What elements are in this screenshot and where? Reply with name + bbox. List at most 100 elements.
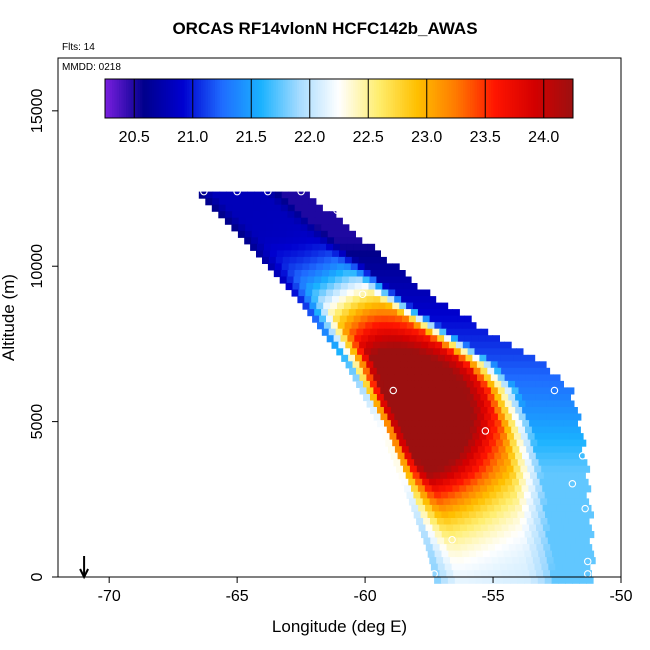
heatmap-cell [404,407,413,415]
heatmap-cell [458,465,466,473]
heatmap-cell [425,407,433,415]
heatmap-cell [293,230,301,238]
heatmap-cell [531,550,539,558]
heatmap-cell [448,531,457,539]
heatmap-cell [464,537,473,545]
heatmap-cell [534,537,542,545]
heatmap-cell [397,328,406,336]
heatmap-cell [469,531,477,539]
heatmap-cell [440,472,448,480]
colorbar-swatch [383,79,387,118]
colorbar-tick-label: 21.5 [236,129,267,146]
heatmap-cell [404,452,412,460]
heatmap-cell [542,524,551,532]
heatmap-cell [513,465,521,473]
heatmap-cell [471,518,479,526]
heatmap-cell [377,420,385,428]
heatmap-cell [478,335,487,343]
heatmap-cell [373,296,381,304]
heatmap-cell [550,570,558,578]
colorbar-swatch [193,79,197,118]
heatmap-cell [502,472,510,480]
heatmap-cell [564,544,572,552]
heatmap-cell [373,374,381,382]
heatmap-cell [400,341,409,349]
heatmap-cell [259,217,267,225]
heatmap-cell [539,557,548,565]
heatmap-cell [401,374,409,382]
heatmap-cell [487,367,495,375]
heatmap-cell [335,328,344,336]
colorbar-swatch [245,79,249,118]
heatmap-cell [454,439,462,447]
colorbar-tick-label: 22.5 [353,129,384,146]
heatmap-cell [490,426,498,434]
heatmap-cell [480,394,488,402]
heatmap-cell [531,511,539,519]
heatmap-cell [560,498,569,506]
heatmap-cell [300,276,308,284]
heatmap-cell [479,563,487,571]
heatmap-cell [573,413,582,421]
heatmap-cell [502,439,511,447]
heatmap-cell [522,524,530,532]
heatmap-cell [456,361,464,369]
colorbar-swatch [331,79,335,118]
heatmap-cell [402,289,410,297]
heatmap-cell [318,250,326,258]
heatmap-cell [331,256,339,264]
heatmap-cell [479,354,487,362]
heatmap-cell [518,413,527,421]
heatmap-cell [427,322,435,330]
heatmap-cell [506,465,515,473]
heatmap-cell [396,283,404,291]
heatmap-cell [560,478,568,486]
colorbar-swatch [420,79,424,118]
heatmap-cell [403,433,411,441]
heatmap-cell [584,524,592,532]
heatmap-cell [562,433,570,441]
heatmap-cell [515,524,523,532]
heatmap-cell [449,374,457,382]
colorbar-swatch [493,79,497,118]
heatmap-cell [463,387,471,395]
heatmap-cell [332,250,340,258]
heatmap-cell [571,439,580,447]
heatmap-cell [474,472,483,480]
heatmap-cell [546,413,554,421]
heatmap-cell [582,518,590,526]
heatmap-cell [238,217,247,225]
heatmap-cell [360,243,369,251]
heatmap-cell [430,465,439,473]
heatmap-cell [539,361,547,369]
heatmap-cell [569,563,577,571]
heatmap-cell [383,394,392,402]
heatmap-cell [525,426,533,434]
heatmap-cell [365,322,373,330]
heatmap-cell [558,439,566,447]
heatmap-cell [445,309,453,317]
heatmap-cell [496,550,505,558]
heatmap-cell [366,341,374,349]
heatmap-cell [327,237,335,245]
heatmap-cell [290,250,299,258]
heatmap-cell [374,289,382,297]
heatmap-cell [578,472,586,480]
heatmap-cell [477,374,485,382]
heatmap-cell [291,289,299,297]
heatmap-cell [442,478,451,486]
colorbar: 20.5 21.0 21.5 22.0 22.5 23.0 23.5 24.0 [104,78,574,146]
heatmap-cell [418,394,426,402]
sample-point [200,187,208,196]
heatmap-cell [498,557,506,565]
heatmap-cell [468,576,477,584]
heatmap-cell [258,237,266,245]
heatmap-cell [577,544,586,552]
heatmap-cell [574,478,582,486]
heatmap-cell [534,563,542,571]
heatmap-cell [473,485,481,493]
heatmap-cell [353,315,362,323]
heatmap-cell [306,283,314,291]
heatmap-cell [575,537,583,545]
heatmap-cell [460,328,468,336]
